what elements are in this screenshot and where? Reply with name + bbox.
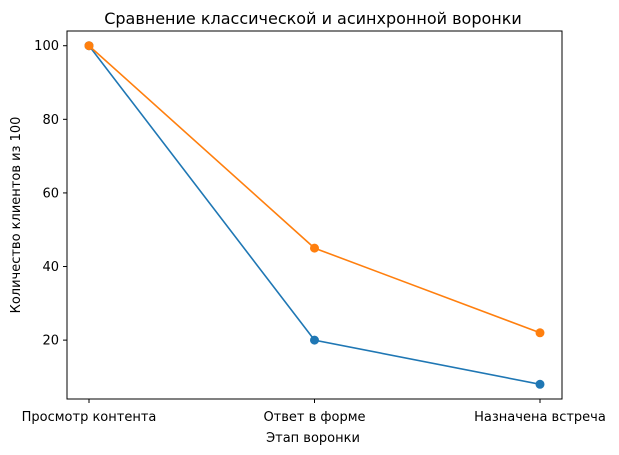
- y-tick-label: 40: [42, 260, 59, 275]
- y-tick-label: 100: [34, 39, 59, 54]
- x-axis-label: Этап воронки: [266, 431, 360, 446]
- series-line-1: [88, 45, 541, 386]
- series-layer: [84, 41, 545, 389]
- x-tick-label: Просмотр контента: [22, 410, 157, 425]
- x-axis: Просмотр контента Ответ в форме Назначена …: [22, 399, 606, 425]
- series-2-point: [310, 243, 319, 253]
- y-tick-label: 80: [42, 113, 59, 128]
- series-1-point: [535, 379, 545, 389]
- y-axis: 20 40 60 80 100: [34, 39, 67, 349]
- series-1-point: [310, 335, 319, 345]
- y-tick-label: 20: [42, 334, 59, 349]
- y-axis-label: Количество клиентов из 100: [9, 117, 24, 314]
- y-tick-label: 60: [42, 186, 59, 201]
- series-2-point: [84, 41, 94, 51]
- x-tick-label: Назначена встреча: [474, 410, 606, 425]
- chart-title: Сравнение классической и асинхронной вор…: [104, 9, 522, 28]
- series-line-2: [88, 45, 541, 334]
- series-2-point: [535, 328, 545, 338]
- x-tick-label: Ответ в форме: [263, 410, 365, 425]
